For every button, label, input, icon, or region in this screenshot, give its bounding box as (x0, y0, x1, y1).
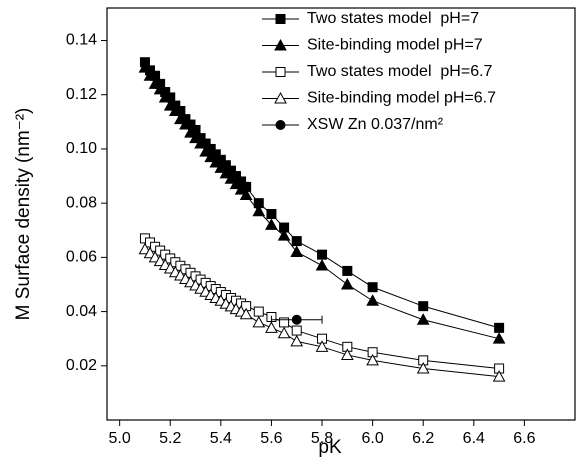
data-point (199, 145, 213, 157)
data-point (291, 314, 302, 325)
data-point (158, 90, 172, 103)
data-point (317, 249, 328, 260)
data-point (277, 326, 291, 339)
data-point (148, 77, 162, 89)
data-point (342, 265, 353, 276)
data-point (239, 188, 253, 201)
y-tick-label: 0.02 (66, 357, 97, 374)
data-point (340, 277, 354, 290)
x-tick-label: 5.4 (210, 430, 232, 447)
data-point (224, 172, 238, 184)
data-point (340, 348, 354, 360)
data-point (266, 209, 277, 219)
x-tick-label: 6.4 (463, 430, 485, 447)
data-point (291, 325, 302, 336)
data-point (153, 82, 167, 95)
data-point (163, 99, 177, 111)
data-point (184, 126, 197, 138)
data-point (367, 282, 378, 293)
data-point (416, 313, 430, 325)
data-point (204, 150, 218, 163)
data-point (138, 61, 152, 73)
data-point (229, 177, 243, 190)
series-line (144, 67, 500, 340)
x-tick-label: 5.6 (260, 430, 282, 447)
legend-marker (274, 91, 287, 104)
x-tick-label: 5.8 (311, 430, 333, 447)
data-point (252, 204, 266, 217)
data-point (252, 315, 266, 328)
data-point (214, 161, 228, 173)
data-point (366, 353, 379, 366)
x-axis-label: pK (318, 437, 342, 458)
data-point (253, 306, 264, 317)
data-point (189, 131, 202, 144)
y-tick-label: 0.08 (66, 194, 97, 211)
data-point (290, 245, 304, 257)
legend-label: Site-binding model pH=7 (307, 37, 483, 54)
x-tick-label: 5.0 (109, 430, 131, 447)
data-point (291, 236, 302, 247)
data-point (234, 183, 248, 195)
data-point (219, 166, 233, 179)
legend-marker (275, 120, 286, 130)
legend-label: XSW Zn 0.037/nm² (307, 116, 444, 133)
data-point (143, 69, 157, 81)
data-point (366, 294, 379, 306)
data-point (277, 229, 291, 241)
legend-label: Two states model pH=6.7 (307, 63, 493, 80)
data-point (315, 340, 329, 352)
data-point (174, 112, 187, 125)
data-point (492, 332, 506, 344)
x-tick-label: 6.0 (361, 430, 383, 447)
x-tick-label: 6.2 (412, 430, 434, 447)
y-tick-label: 0.10 (66, 140, 97, 157)
y-tick-label: 0.12 (66, 86, 97, 103)
legend-marker (275, 14, 286, 24)
data-point (492, 370, 506, 382)
y-axis-label: M Surface density (nm⁻²) (13, 108, 34, 321)
data-point (418, 301, 429, 312)
x-tick-label: 5.2 (159, 430, 181, 447)
data-point (239, 307, 253, 320)
legend-marker (274, 38, 287, 51)
plot-frame (106, 7, 576, 421)
data-point (315, 258, 329, 271)
data-point (209, 155, 223, 168)
data-point (494, 322, 505, 333)
y-tick-label: 0.04 (66, 303, 97, 320)
legend-marker (275, 67, 286, 77)
data-point (179, 118, 192, 130)
y-tick-label: 0.14 (66, 32, 97, 49)
x-tick-label: 6.6 (513, 430, 535, 447)
data-point (416, 361, 430, 374)
data-point (194, 136, 207, 149)
legend-label: Two states model pH=7 (307, 10, 479, 27)
y-tick-label: 0.06 (66, 249, 97, 266)
data-point (265, 218, 278, 230)
data-point (265, 321, 278, 333)
data-point (290, 334, 304, 347)
legend-label: Site-binding model pH=6.7 (307, 90, 496, 107)
data-point (168, 104, 182, 116)
